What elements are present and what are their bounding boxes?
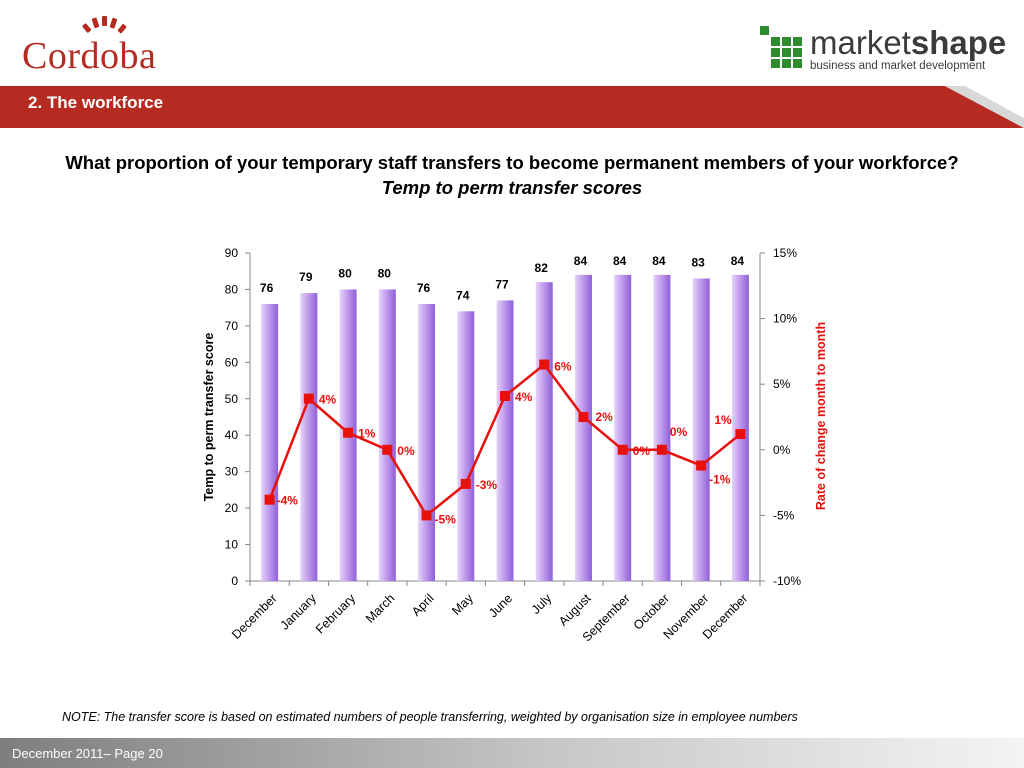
rate-change-label: 0% [633, 444, 651, 458]
bar-value-label: 79 [299, 270, 313, 284]
left-y-tick-label: 70 [225, 319, 239, 333]
left-y-tick-label: 10 [225, 538, 239, 552]
bar [574, 274, 592, 581]
left-y-tick-label: 90 [225, 246, 239, 260]
x-category-label: May [449, 591, 476, 618]
bar [614, 274, 632, 581]
bar-value-label: 84 [731, 254, 745, 268]
marketshape-grid-icon [760, 26, 802, 68]
bar [457, 311, 475, 581]
rate-change-label: 4% [515, 390, 533, 404]
bar [496, 300, 514, 581]
marketshape-wordmark: marketshape [810, 24, 1006, 62]
bar [535, 282, 553, 581]
x-category-label: December [229, 591, 280, 642]
bar [692, 278, 710, 581]
bar-value-label: 84 [613, 254, 627, 268]
bar [261, 304, 279, 581]
right-y-axis-title: Rate of change month to month [814, 322, 828, 510]
section-title: 2. The workforce [28, 93, 164, 112]
bar [378, 289, 396, 581]
right-y-tick-label: 10% [773, 312, 797, 326]
footer-bar: December 2011– Page 20 [0, 738, 1024, 768]
cordoba-logo: Cordoba [22, 14, 182, 78]
rate-change-marker [303, 393, 314, 404]
right-y-tick-label: 15% [773, 246, 797, 260]
bar [418, 304, 436, 581]
question-italic-text: Temp to perm transfer scores [381, 177, 643, 198]
bar-value-label: 76 [260, 281, 274, 295]
bar-value-label: 74 [456, 288, 470, 302]
left-y-tick-label: 20 [225, 501, 239, 515]
bar [300, 293, 318, 581]
left-y-axis-title: Temp to perm transfer score [202, 333, 216, 502]
section-header-bar [0, 86, 1024, 128]
marketshape-logo: marketshape business and market developm… [760, 22, 1010, 78]
chart-note: NOTE: The transfer score is based on est… [62, 710, 798, 724]
right-y-tick-label: -10% [773, 574, 801, 588]
right-y-tick-label: 0% [773, 443, 791, 457]
bar-value-label: 76 [417, 281, 431, 295]
rate-change-label: 0% [397, 444, 415, 458]
rate-change-marker [696, 460, 707, 471]
right-y-tick-label: -5% [773, 508, 795, 522]
left-y-tick-label: 80 [225, 282, 239, 296]
bar-value-label: 84 [574, 254, 588, 268]
rate-change-label: -4% [277, 494, 299, 508]
x-category-label: March [363, 591, 397, 625]
footer-page-label: December 2011– Page 20 [12, 746, 163, 761]
bar-value-label: 83 [691, 256, 705, 270]
bar-value-label: 80 [378, 266, 392, 280]
bar [731, 274, 749, 581]
rate-change-marker [656, 444, 667, 455]
rate-change-label: 0% [670, 425, 688, 439]
marketshape-word-bold: shape [910, 24, 1007, 61]
bar-value-label: 84 [652, 254, 666, 268]
x-category-label: February [313, 591, 359, 637]
rate-change-marker [500, 391, 510, 402]
x-category-label: August [556, 591, 594, 629]
cordoba-sunburst-icon [82, 16, 127, 34]
right-y-tick-label: 5% [773, 377, 791, 391]
bar-value-label: 77 [495, 277, 509, 291]
question-text: What proportion of your temporary staff … [65, 152, 959, 173]
rate-change-marker [578, 412, 589, 422]
rate-change-marker [539, 359, 550, 370]
bar-value-label: 80 [338, 266, 352, 280]
bar [653, 274, 671, 581]
rate-change-label: -5% [435, 512, 457, 526]
chart-question-title: What proportion of your temporary staff … [40, 150, 984, 200]
left-y-tick-label: 0 [231, 574, 238, 588]
rate-change-marker [460, 478, 471, 489]
rate-change-marker [617, 444, 628, 455]
rate-change-marker [735, 429, 746, 440]
rate-change-marker [421, 510, 432, 521]
transfer-score-chart: 0 10 20 30 40 50 60 70 80 90 -10% -5% 0% 5% 10% 15% Temp… [202, 246, 828, 644]
rate-change-label: -1% [709, 473, 731, 487]
rate-change-marker [343, 427, 354, 438]
left-y-tick-label: 40 [225, 428, 239, 442]
left-y-tick-label: 50 [225, 392, 239, 406]
cordoba-logo-text: Cordoba [22, 35, 157, 77]
left-y-tick-label: 30 [225, 465, 239, 479]
rate-change-label: -3% [476, 478, 498, 492]
rate-change-label: 4% [319, 393, 337, 407]
rate-change-label: 1% [358, 427, 376, 441]
marketshape-tagline: business and market development [810, 60, 986, 72]
rate-change-label: 1% [714, 413, 732, 427]
rate-change-label: 6% [554, 360, 572, 374]
rate-change-marker [264, 494, 275, 505]
rate-change-marker [382, 444, 393, 455]
x-category-label: June [486, 591, 515, 620]
x-category-label: July [529, 591, 555, 617]
x-category-label: April [409, 591, 437, 619]
bar-value-label: 82 [535, 261, 549, 275]
rate-change-label: 2% [595, 410, 613, 424]
left-y-tick-label: 60 [225, 355, 239, 369]
marketshape-word-light: market [810, 24, 911, 61]
